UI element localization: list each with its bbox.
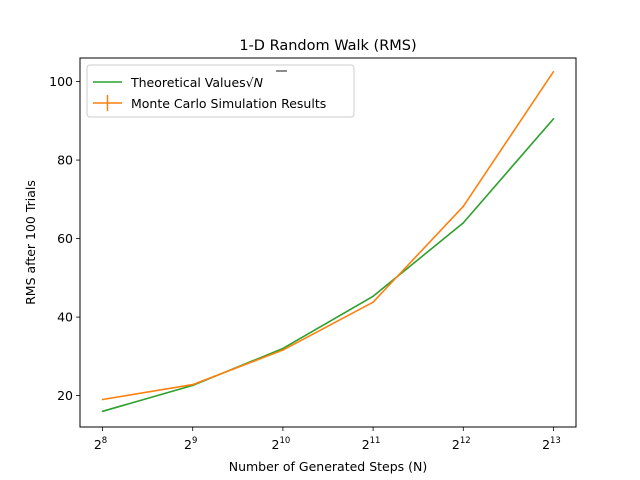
x-tick-label: 212 (452, 436, 471, 452)
series-line-1 (102, 71, 555, 401)
x-tick-exponent: 8 (102, 436, 107, 446)
data-point-0-5 (552, 118, 555, 120)
data-point-1-4 (462, 205, 465, 208)
x-tick-label: 213 (542, 436, 561, 452)
legend-box (86, 64, 355, 118)
data-point-0-2 (282, 347, 284, 350)
x-tick-exponent: 13 (550, 436, 561, 446)
y-tick-label: 100 (49, 74, 73, 89)
x-tick-exponent: 11 (370, 436, 381, 446)
legend-math-n: N (254, 75, 264, 90)
x-tick-base: 2 (542, 437, 550, 452)
data-point-0-0 (101, 410, 104, 413)
sqrt-symbol: √ (246, 75, 254, 90)
x-tick-exponent: 9 (192, 436, 197, 446)
x-tick-base: 2 (452, 437, 460, 452)
y-axis-label: RMS after 100 Trials (23, 180, 38, 305)
data-point-1-5 (552, 70, 555, 73)
legend-label-theoretical-text: Theoretical Values (130, 75, 246, 90)
plot-frame (79, 57, 577, 428)
data-point-1-3 (372, 301, 374, 303)
x-tick-label: 29 (184, 436, 197, 452)
data-point-1-2 (282, 349, 284, 351)
y-axis: 20 40 60 80 100 (49, 74, 80, 403)
series-line-0 (102, 118, 555, 413)
data-point-1-1 (191, 383, 194, 386)
x-axis-label: Number of Generated Steps (N) (229, 459, 428, 474)
y-tick-label: 80 (57, 153, 73, 168)
y-tick-label: 20 (57, 388, 73, 403)
y-tick-label: 40 (57, 310, 73, 325)
plot-area (101, 70, 555, 413)
legend-label-theoretical: Theoretical Values√N (130, 75, 264, 90)
legend: Theoretical Values√N Monte Carlo Simulat… (86, 64, 355, 118)
x-tick-label: 28 (94, 436, 107, 452)
x-tick-label: 211 (362, 436, 381, 452)
x-tick-base: 2 (362, 437, 370, 452)
x-tick-label: 210 (272, 436, 291, 452)
data-point-0-3 (372, 295, 374, 298)
data-point-1-0 (101, 398, 104, 401)
x-tick-exponent: 12 (460, 436, 471, 446)
x-tick-base: 2 (184, 437, 192, 452)
legend-label-monte-carlo: Monte Carlo Simulation Results (131, 96, 326, 111)
x-tick-base: 2 (94, 437, 102, 452)
x-tick-base: 2 (272, 437, 280, 452)
data-point-0-4 (462, 222, 465, 224)
chart-title: 1-D Random Walk (RMS) (239, 38, 416, 54)
x-axis: 28 29 210 211 212 213 (94, 427, 561, 452)
x-tick-exponent: 10 (279, 436, 290, 446)
y-tick-label: 60 (57, 231, 73, 246)
